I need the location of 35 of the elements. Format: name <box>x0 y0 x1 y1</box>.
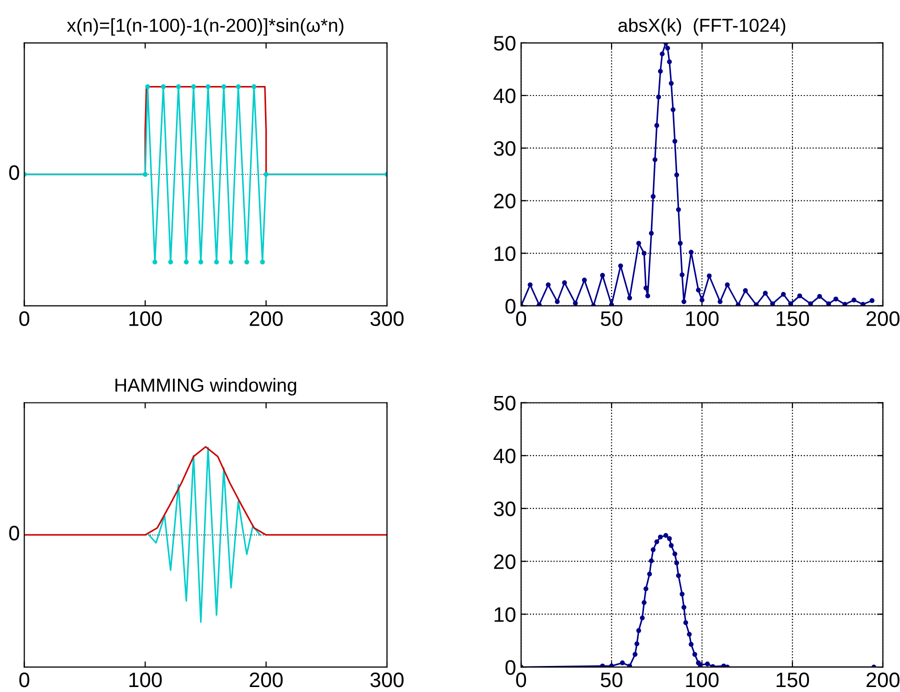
y-tick-label: 10 <box>494 607 516 622</box>
y-tick-label: 30 <box>494 501 516 516</box>
x-tick-label: 200 <box>250 672 283 688</box>
y-tick-label: 50 <box>494 396 516 410</box>
y-tick-label: 50 <box>494 36 516 51</box>
x-tick-label: 50 <box>600 672 622 688</box>
x-tick-label: 0 <box>19 311 30 326</box>
y-tick-label: 10 <box>494 246 516 262</box>
ref-line-label: 0 <box>9 165 20 180</box>
chart-title: x(n)=[1(n-100)-1(n-200)]*sin(ω*n) <box>66 18 344 36</box>
x-tick-label: 150 <box>776 672 810 688</box>
ref-line-label: 0 <box>9 526 20 541</box>
x-tick-label: 0 <box>516 672 526 688</box>
x-tick-label: 200 <box>866 311 900 326</box>
x-tick-label: 0 <box>516 311 526 326</box>
x-tick-label: 0 <box>19 672 30 688</box>
x-tick-label: 150 <box>776 311 810 326</box>
y-tick-label: 20 <box>494 194 516 208</box>
x-tick-label: 100 <box>686 311 719 326</box>
x-tick-label: 100 <box>129 311 162 326</box>
y-tick-label: 30 <box>494 141 516 156</box>
y-tick-label: 0 <box>505 660 516 675</box>
x-tick-label: 100 <box>686 672 719 688</box>
chart-title: absX(k) (FFT-1024) <box>618 18 786 36</box>
y-tick-label: 40 <box>494 448 516 464</box>
y-tick-label: 20 <box>494 554 516 570</box>
x-tick-label: 200 <box>866 672 900 688</box>
x-tick-label: 50 <box>600 311 622 326</box>
x-tick-label: 300 <box>370 311 404 326</box>
y-tick-label: 40 <box>494 88 516 104</box>
chart-title: HAMMING windowing <box>116 378 296 396</box>
x-tick-label: 200 <box>250 311 283 326</box>
y-tick-label: 0 <box>505 298 516 314</box>
x-tick-label: 300 <box>370 672 404 688</box>
x-tick-label: 100 <box>129 672 162 688</box>
